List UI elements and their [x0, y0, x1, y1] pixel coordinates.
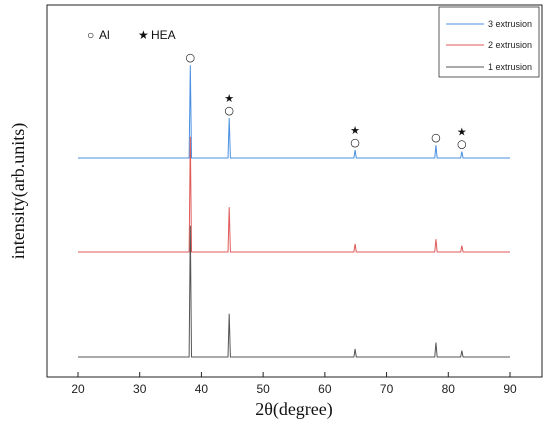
phase-legend: ○ Al ★ HEA: [87, 28, 176, 42]
x-tick-label: 30: [133, 382, 147, 396]
x-tick-label: 90: [503, 382, 517, 396]
peak-markers: ○○★○★○ ○★: [186, 51, 467, 150]
x-tick-label: 80: [442, 382, 456, 396]
phase-legend-hea-label: HEA: [151, 28, 176, 42]
al-peak-marker: ○: [350, 136, 360, 149]
series-legend-box: [438, 6, 540, 78]
hea-peak-marker: ★: [224, 92, 234, 105]
al-peak-marker: ○: [224, 104, 234, 117]
plot-frame: [46, 4, 543, 378]
legend-label-1-extrusion: 1 extrusion: [488, 62, 532, 72]
al-peak-marker: ○: [431, 131, 441, 144]
series-line-1-extrusion: [78, 225, 510, 358]
hea-peak-marker: ★: [457, 126, 467, 139]
series-line-2-extrusion: [78, 136, 510, 253]
al-peak-marker: ○: [186, 51, 196, 64]
x-tick-label: 60: [318, 382, 332, 396]
hea-peak-marker: ★: [350, 124, 360, 137]
x-tick-label: 50: [256, 382, 270, 396]
al-peak-marker: ○: [457, 138, 467, 151]
series-line-3-extrusion: [78, 65, 510, 159]
series-layer: [78, 65, 510, 358]
legend-label-3-extrusion: 3 extrusion: [488, 19, 532, 29]
x-axis-title: 2θ(degree): [255, 399, 333, 420]
x-tick-label: 20: [71, 382, 85, 396]
x-axis-ticks: 20 30 40 50 60 70 80 90: [71, 372, 517, 396]
x-tick-label: 40: [195, 382, 209, 396]
y-axis-title: intensity(arb.units): [8, 123, 29, 259]
phase-legend-al-symbol: ○: [87, 28, 94, 42]
legend-label-2-extrusion: 2 extrusion: [488, 40, 532, 50]
series-legend: 3 extrusion 2 extrusion 1 extrusion: [438, 6, 540, 78]
phase-legend-al-label: Al: [99, 28, 110, 42]
x-tick-label: 70: [380, 382, 394, 396]
phase-legend-hea-symbol: ★: [138, 28, 149, 42]
